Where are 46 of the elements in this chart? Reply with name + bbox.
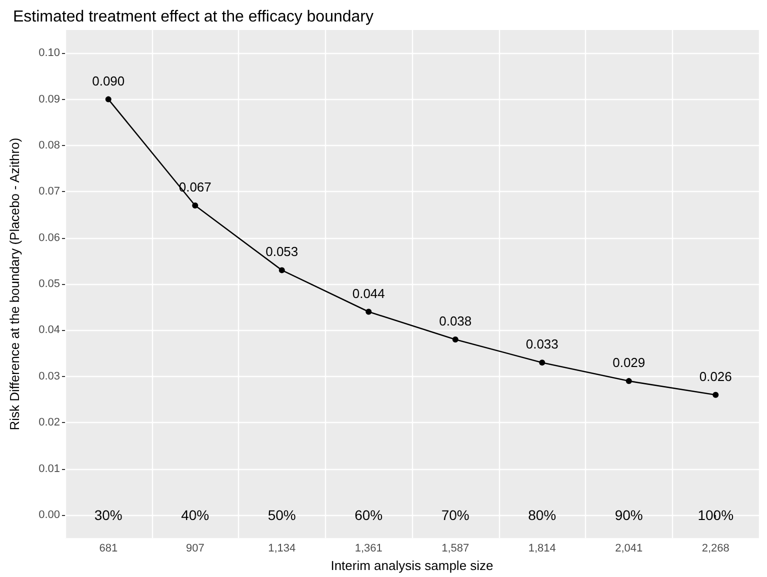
point bbox=[626, 378, 632, 384]
point bbox=[712, 392, 719, 398]
x-tick-label: 1,134 bbox=[268, 542, 296, 555]
x-tick-label: 907 bbox=[186, 542, 204, 555]
point bbox=[539, 360, 546, 366]
annotation: 40% bbox=[181, 507, 210, 524]
point bbox=[366, 308, 372, 315]
data-label: 0.090 bbox=[92, 73, 125, 88]
text: 0.10 bbox=[38, 47, 60, 60]
data-label: 0.029 bbox=[612, 355, 646, 370]
x-tick-label: 1,361 bbox=[354, 542, 382, 555]
annotation: 70% bbox=[441, 507, 470, 524]
x-tick-label: 2,041 bbox=[615, 542, 643, 555]
point bbox=[278, 267, 285, 274]
text: 0.02 bbox=[38, 416, 60, 429]
text: 0.05 bbox=[38, 278, 60, 290]
data-label: 0.033 bbox=[526, 336, 558, 352]
text: 0.00 bbox=[38, 509, 60, 522]
x-tick-label: 681 bbox=[99, 542, 118, 555]
annotation: 30% bbox=[94, 507, 122, 524]
text: 0.03 bbox=[38, 370, 60, 382]
text: 0.04 bbox=[38, 324, 60, 336]
annotation: 100% bbox=[698, 507, 734, 524]
text: 0.01 bbox=[38, 462, 60, 475]
x-tick-label: 1,814 bbox=[528, 542, 556, 555]
text: 0.08 bbox=[38, 139, 60, 152]
text: 0.09 bbox=[38, 93, 60, 106]
annotation: 80% bbox=[528, 507, 556, 524]
chart-title: Estimated treatment effect at the efficacy boundary bbox=[13, 8, 374, 26]
annotation: 50% bbox=[268, 507, 296, 524]
point bbox=[192, 202, 198, 209]
x-tick-label: 2,268 bbox=[702, 542, 730, 555]
data-label: 0.026 bbox=[699, 368, 732, 384]
x-axis-title: Interim analysis sample size bbox=[330, 558, 494, 573]
data-label: 0.067 bbox=[178, 180, 212, 195]
text: 0.06 bbox=[38, 232, 60, 244]
annotation: 90% bbox=[614, 507, 643, 524]
point bbox=[452, 336, 458, 342]
text: 0.07 bbox=[38, 186, 60, 198]
data-label: 0.038 bbox=[439, 313, 472, 328]
y-axis-title: Risk Difference at the boundary (Placebo - Azithro) bbox=[7, 138, 22, 430]
point bbox=[105, 96, 112, 102]
x-tick-label: 1,587 bbox=[442, 542, 470, 555]
data-label: 0.044 bbox=[352, 286, 385, 301]
annotation: 60% bbox=[354, 507, 383, 524]
data-label: 0.053 bbox=[266, 244, 298, 260]
